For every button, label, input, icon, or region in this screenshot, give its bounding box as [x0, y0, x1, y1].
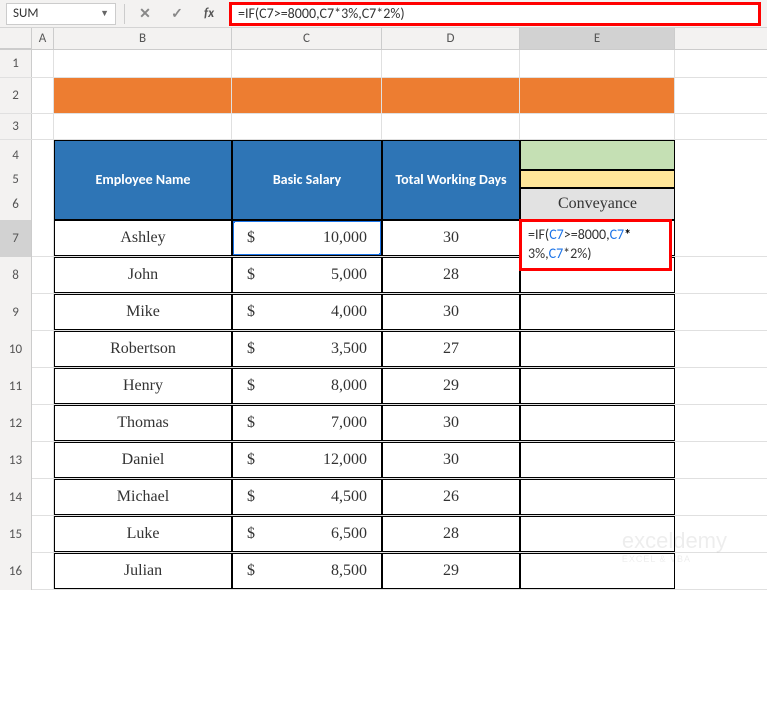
th-yellow[interactable]	[520, 170, 675, 188]
active-cell-formula-overlay[interactable]: =IF(C7>=8000,C7*3%,C7*2%)	[519, 219, 672, 271]
row-3: 3	[0, 114, 767, 140]
cell-days[interactable]: 30	[382, 220, 520, 256]
row-header-7[interactable]: 7	[0, 220, 32, 257]
table-row: 10 Robertson$3,50027	[0, 331, 767, 368]
cell-days[interactable]: 30	[382, 294, 520, 330]
row-2: 2	[0, 78, 767, 114]
formula-bar-row: SUM ▼ ✕ ✓ fx =IF(C7>=8000,C7*3%,C7*2%)	[0, 0, 767, 28]
cell-conveyance[interactable]	[520, 479, 675, 515]
row-header-10[interactable]: 10	[0, 331, 32, 368]
table-row: 11 Henry$8,00029	[0, 368, 767, 405]
cell-salary[interactable]: $6,500	[232, 516, 382, 552]
cell-conveyance[interactable]	[520, 405, 675, 441]
th-green[interactable]	[520, 140, 675, 170]
th-conveyance[interactable]: Conveyance	[520, 188, 675, 220]
cell-name[interactable]: Thomas	[54, 405, 232, 441]
cell-salary[interactable]: $12,000	[232, 442, 382, 478]
row-header-11[interactable]: 11	[0, 368, 32, 405]
cell-days[interactable]: 28	[382, 516, 520, 552]
formula-bar-input[interactable]: =IF(C7>=8000,C7*3%,C7*2%)	[229, 2, 761, 26]
row-header-4[interactable]: 4	[0, 140, 32, 170]
table-row: 9 Mike$4,00030	[0, 294, 767, 331]
table-row: 14 Michael$4,50026	[0, 479, 767, 516]
col-header-B[interactable]: B	[54, 28, 232, 49]
row-1: 1	[0, 50, 767, 78]
fx-icon[interactable]: fx	[197, 3, 221, 25]
chevron-down-icon[interactable]: ▼	[100, 8, 109, 19]
cell-name[interactable]: Luke	[54, 516, 232, 552]
confirm-icon[interactable]: ✓	[165, 3, 189, 25]
table-row: 16 Julian$8,50029	[0, 553, 767, 590]
table-row: 12 Thomas$7,00030	[0, 405, 767, 442]
row-header-13[interactable]: 13	[0, 442, 32, 479]
title-bar[interactable]	[54, 78, 232, 113]
cell-conveyance[interactable]	[520, 294, 675, 330]
select-all-corner[interactable]	[0, 28, 32, 49]
cell-salary[interactable]: $8,000	[232, 368, 382, 404]
cell-days[interactable]: 30	[382, 442, 520, 478]
row-header-9[interactable]: 9	[0, 294, 32, 331]
cell-days[interactable]: 28	[382, 257, 520, 293]
th-employee[interactable]: Employee Name	[54, 140, 232, 220]
col-header-A[interactable]: A	[32, 28, 54, 49]
cell-salary[interactable]: $7,000	[232, 405, 382, 441]
cell-name[interactable]: Ashley	[54, 220, 232, 256]
cell-salary[interactable]: $4,500	[232, 479, 382, 515]
cell-conveyance[interactable]	[520, 553, 675, 589]
formula-bar-text: =IF(C7>=8000,C7*3%,C7*2%)	[238, 5, 405, 22]
table-row: 15 Luke$6,50028	[0, 516, 767, 553]
cell-days[interactable]: 26	[382, 479, 520, 515]
cell-conveyance[interactable]	[520, 442, 675, 478]
cell-name[interactable]: Daniel	[54, 442, 232, 478]
col-header-D[interactable]: D	[382, 28, 520, 49]
th-salary[interactable]: Basic Salary	[232, 140, 382, 220]
cell-days[interactable]: 29	[382, 368, 520, 404]
row-header-12[interactable]: 12	[0, 405, 32, 442]
cell-name[interactable]: Robertson	[54, 331, 232, 367]
cell-salary[interactable]: $3,500	[232, 331, 382, 367]
cell-days[interactable]: 30	[382, 405, 520, 441]
name-box-value: SUM	[13, 6, 38, 21]
cell-name[interactable]: Michael	[54, 479, 232, 515]
row-header-15[interactable]: 15	[0, 516, 32, 553]
row-header-6[interactable]: 6	[0, 188, 32, 220]
cell-conveyance[interactable]	[520, 516, 675, 552]
cell-salary[interactable]: $8,500	[232, 553, 382, 589]
cell-name[interactable]: Henry	[54, 368, 232, 404]
row-header-8[interactable]: 8	[0, 257, 32, 294]
cell-name[interactable]: Mike	[54, 294, 232, 330]
divider	[124, 4, 125, 24]
cell-name[interactable]: Julian	[54, 553, 232, 589]
row-header-3[interactable]: 3	[0, 114, 32, 139]
row-header-2[interactable]: 2	[0, 78, 32, 113]
th-days[interactable]: Total Working Days	[382, 140, 520, 220]
cell-conveyance[interactable]	[520, 368, 675, 404]
cell-salary[interactable]: $4,000	[232, 294, 382, 330]
col-header-C[interactable]: C	[232, 28, 382, 49]
column-headers: A B C D E	[0, 28, 767, 50]
cancel-icon[interactable]: ✕	[133, 3, 157, 25]
cell-days[interactable]: 29	[382, 553, 520, 589]
row-header-5[interactable]: 5	[0, 170, 32, 188]
cell-name[interactable]: John	[54, 257, 232, 293]
row-header-16[interactable]: 16	[0, 553, 32, 590]
cell-salary[interactable]: $10,000	[232, 220, 382, 256]
col-header-E[interactable]: E	[520, 28, 675, 49]
cell-days[interactable]: 27	[382, 331, 520, 367]
row-header-14[interactable]: 14	[0, 479, 32, 516]
name-box[interactable]: SUM ▼	[6, 3, 116, 25]
cell-conveyance[interactable]	[520, 331, 675, 367]
row-header-1[interactable]: 1	[0, 50, 32, 77]
spreadsheet-grid: A B C D E 1 2 3 4 5 6 Employe	[0, 28, 767, 590]
cell-salary[interactable]: $5,000	[232, 257, 382, 293]
table-row: 13 Daniel$12,00030	[0, 442, 767, 479]
